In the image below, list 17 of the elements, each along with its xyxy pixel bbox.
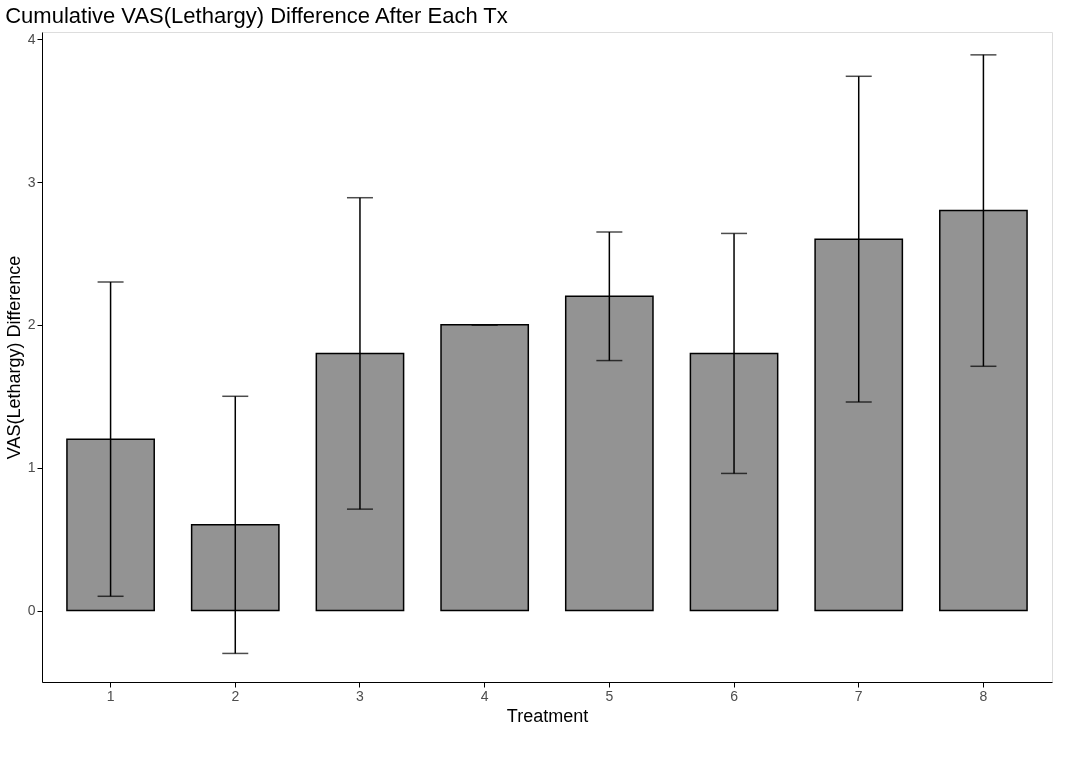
- y-tick-label: 3: [27, 173, 36, 190]
- y-tick-label: 0: [27, 602, 36, 619]
- x-tick-label: 6: [730, 687, 739, 704]
- x-tick-label: 5: [605, 687, 614, 704]
- bar: [440, 324, 530, 612]
- x-tick-label: 7: [854, 687, 863, 704]
- x-tick-label: 1: [106, 687, 115, 704]
- chart-title: Cumulative VAS(Lethargy) Difference After Each Tx: [5, 3, 508, 28]
- x-tick-label: 3: [356, 687, 365, 704]
- x-tick-label: 4: [480, 687, 489, 704]
- y-tick-label: 2: [27, 316, 36, 333]
- x-axis-title: Treatment: [506, 705, 589, 726]
- y-tick-label: 4: [27, 30, 36, 47]
- y-tick-label: 1: [27, 459, 36, 476]
- y-axis-title: VAS(Lethargy) Difference: [3, 255, 24, 460]
- x-tick-label: 2: [231, 687, 240, 704]
- x-tick-label: 8: [979, 687, 988, 704]
